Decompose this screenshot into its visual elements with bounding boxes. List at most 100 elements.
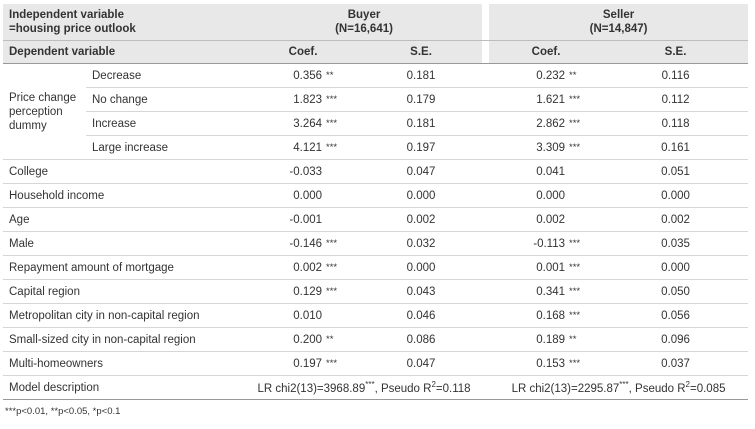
group-gap [482, 159, 490, 184]
buyer-sig [326, 303, 361, 328]
model-description-label: Model description [3, 375, 247, 400]
group-gap [482, 279, 490, 304]
housing-price-outlook-label: =housing price outlook [9, 23, 136, 35]
seller-coef: 0.041 [489, 159, 570, 184]
table-row: College -0.033 0.047 0.041 0.051 [3, 159, 749, 184]
table-row: Small-sized city in non-capital region 0… [3, 327, 749, 352]
buyer-coef: 0.197 [246, 351, 327, 376]
buyer-sig: ** [326, 327, 361, 352]
buyer-group-header: Buyer (N=16,641) [246, 4, 483, 41]
buyer-lr-stars: *** [365, 380, 375, 390]
row-label: Metropolitan city in non-capital region [3, 303, 247, 328]
buyer-r-squared-exponent: 2 [431, 380, 436, 390]
seller-coef-header: Coef. [489, 40, 604, 64]
table-row: Repayment amount of mortgage 0.002 *** 0… [3, 255, 749, 280]
seller-sig: *** [569, 111, 604, 136]
seller-se: 0.051 [603, 159, 749, 184]
group-gap [482, 207, 490, 232]
table-row: Price change perception dummy Decrease 0… [3, 63, 749, 160]
group-gap [482, 40, 490, 64]
seller-coef: 0.232 [489, 63, 570, 88]
group-gap [482, 351, 490, 376]
seller-sig: *** [569, 255, 604, 280]
seller-sig: *** [569, 279, 604, 304]
buyer-coef: 4.121 [246, 135, 327, 160]
row-label: Household income [3, 183, 247, 208]
seller-model-stats: LR chi2(13)=2295.87***, Pseudo R2=0.085 [489, 375, 749, 400]
dependent-variable-header: Dependent variable [3, 40, 247, 64]
seller-n: (N=14,847) [589, 23, 648, 35]
buyer-se: 0.181 [360, 111, 483, 136]
row-label: Increase [86, 111, 247, 136]
seller-coef: 0.002 [489, 207, 570, 232]
seller-sig [569, 159, 604, 184]
seller-se: 0.096 [603, 327, 749, 352]
table-row: Multi-homeowners 0.197 *** 0.047 0.153 *… [3, 351, 749, 376]
seller-label: Seller [602, 9, 635, 21]
buyer-lr-chi2: LR chi2(13)=3968.89 [257, 382, 366, 395]
row-label: Age [3, 207, 247, 232]
buyer-coef: 0.129 [246, 279, 327, 304]
seller-sig: ** [569, 327, 604, 352]
row-label: Capital region [3, 279, 247, 304]
seller-coef: 0.001 [489, 255, 570, 280]
seller-coef: 2.862 [489, 111, 570, 136]
group-gap [482, 111, 490, 136]
buyer-sig: *** [326, 135, 361, 160]
buyer-pseudo-r-value: =0.118 [435, 382, 471, 395]
group-gap [482, 255, 490, 280]
group-gap [482, 87, 490, 112]
seller-sig: ** [569, 63, 604, 88]
group-gap [482, 231, 490, 256]
group-gap [482, 63, 490, 88]
buyer-sig: *** [326, 231, 361, 256]
buyer-se: 0.197 [360, 135, 483, 160]
buyer-coef: 3.264 [246, 111, 327, 136]
seller-lr-chi2: LR chi2(13)=2295.87 [511, 382, 620, 395]
row-label: No change [86, 87, 247, 112]
table-row: Male -0.146 *** 0.032 -0.113 *** 0.035 [3, 231, 749, 256]
row-label: Repayment amount of mortgage [3, 255, 247, 280]
group-gap [482, 303, 490, 328]
seller-pseudo-r-value: =0.085 [690, 382, 726, 395]
buyer-model-stats: LR chi2(13)=3968.89***, Pseudo R2=0.118 [246, 375, 483, 400]
group-gap [482, 135, 490, 160]
independent-variable-label: Independent variable [9, 9, 125, 21]
seller-sig: *** [569, 87, 604, 112]
row-label: Decrease [86, 63, 247, 88]
group-gap [482, 327, 490, 352]
buyer-coef: 0.010 [246, 303, 327, 328]
table-row: Increase 3.264 *** 0.181 2.862 *** 0.118 [3, 111, 749, 136]
buyer-se: 0.000 [360, 183, 483, 208]
buyer-n: (N=16,641) [335, 23, 393, 35]
buyer-se: 0.043 [360, 279, 483, 304]
seller-se: 0.161 [603, 135, 749, 160]
seller-coef: 3.309 [489, 135, 570, 160]
seller-coef: 0.153 [489, 351, 570, 376]
buyer-coef: 0.356 [246, 63, 327, 88]
buyer-sig [326, 183, 361, 208]
seller-sig [569, 183, 604, 208]
table-row: No change 1.823 *** 0.179 1.621 *** 0.11… [3, 87, 749, 112]
buyer-coef: 0.002 [246, 255, 327, 280]
buyer-se: 0.032 [360, 231, 483, 256]
table-row: Metropolitan city in non-capital region … [3, 303, 749, 328]
buyer-se: 0.086 [360, 327, 483, 352]
buyer-se: 0.179 [360, 87, 483, 112]
buyer-coef: 1.823 [246, 87, 327, 112]
seller-pseudo-r-label: , Pseudo R [628, 382, 686, 395]
seller-se: 0.050 [603, 279, 749, 304]
seller-se: 0.002 [603, 207, 749, 232]
buyer-se: 0.047 [360, 159, 483, 184]
buyer-coef: 0.200 [246, 327, 327, 352]
group-gap [482, 183, 490, 208]
seller-se: 0.056 [603, 303, 749, 328]
seller-sig: *** [569, 303, 604, 328]
buyer-sig: *** [326, 87, 361, 112]
independent-variable-header: Independent variable =housing price outl… [3, 4, 247, 41]
seller-sig: *** [569, 135, 604, 160]
buyer-pseudo-r-label: , Pseudo R [374, 382, 432, 395]
significance-footnote: ***p<0.01, **p<0.05, *p<0.1 [5, 406, 121, 417]
seller-se: 0.118 [603, 111, 749, 136]
